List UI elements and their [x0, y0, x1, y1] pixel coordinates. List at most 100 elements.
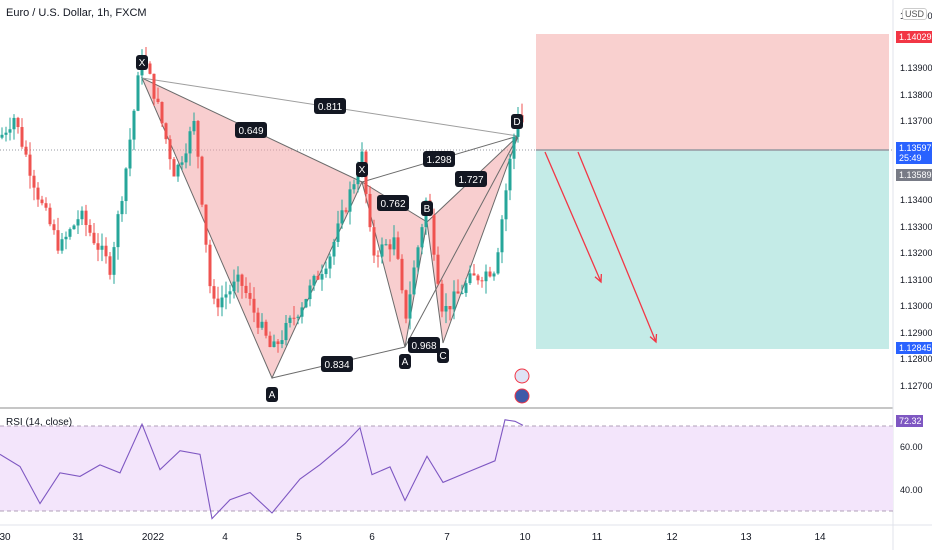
price-tick-label: 1.13800	[900, 90, 932, 100]
time-tick-label: 11	[592, 532, 603, 543]
candle-body	[504, 190, 508, 220]
candle-body	[440, 283, 444, 312]
time-tick-label: 30	[0, 532, 11, 543]
chart-title: Euro / U.S. Dollar, 1h, FXCM	[6, 7, 147, 19]
forecast-arrow-2	[577, 151, 657, 343]
candle-body	[476, 275, 480, 281]
candle-body	[248, 293, 252, 299]
candle-body	[472, 273, 476, 276]
candle-body	[220, 297, 224, 308]
price-tag	[896, 342, 932, 354]
take-profit-zone	[536, 150, 889, 349]
ratio-label: 0.811	[318, 102, 343, 113]
pattern-point-tag	[356, 162, 368, 177]
candle-body	[164, 123, 168, 140]
ratio-tag	[235, 122, 267, 138]
price-tick-label: 1.13900	[900, 63, 932, 73]
candle-body	[448, 306, 452, 310]
candle-body	[116, 214, 120, 248]
candle-body	[416, 247, 420, 268]
candle-body	[512, 136, 516, 159]
candle-body	[24, 146, 28, 155]
price-tick-label: 1.13000	[900, 301, 932, 311]
pattern-point-label: C	[439, 351, 446, 362]
price-tag-label: 1.12845	[899, 343, 932, 353]
candle-body	[112, 247, 116, 275]
price-tick-label: 1.13200	[900, 248, 932, 258]
candle-body	[168, 139, 172, 160]
candle-body	[396, 237, 400, 259]
price-tick-label: 1.13100	[900, 275, 932, 285]
price-tag-label: 1.13597	[899, 143, 932, 153]
ratio-tag	[455, 171, 487, 187]
candle-body	[80, 210, 84, 220]
pattern-point-tag	[399, 354, 411, 369]
candle-body	[216, 298, 220, 308]
rsi-value-label: 72.32	[899, 416, 922, 426]
candle-body	[252, 298, 256, 313]
pattern-point-label: A	[269, 390, 276, 401]
ratio-label: 0.834	[324, 360, 349, 371]
candle-body	[324, 268, 328, 275]
candle-body	[328, 256, 332, 269]
candle-body	[52, 224, 56, 231]
price-tick-label: 1.13300	[900, 222, 932, 232]
candle-body	[332, 241, 336, 257]
candle-body	[200, 156, 204, 205]
candle-body	[420, 227, 424, 248]
currency-label[interactable]: USD	[902, 8, 928, 20]
candle-body	[264, 321, 268, 336]
candle-body	[392, 237, 396, 250]
candle-body	[128, 139, 132, 169]
candle-body	[296, 316, 300, 318]
rsi-band	[0, 426, 893, 511]
ratio-label: 1.298	[426, 155, 451, 166]
price-tick-label: 1.12700	[900, 381, 932, 391]
candle-body	[244, 285, 248, 294]
candle-body	[8, 129, 12, 133]
candle-body	[64, 236, 68, 240]
candle-body	[148, 63, 152, 74]
event-flag-icon	[514, 368, 530, 384]
candle-body	[56, 230, 60, 251]
candle-body	[96, 243, 100, 250]
candle-body	[320, 274, 324, 280]
candle-body	[380, 244, 384, 257]
candle-body	[180, 162, 184, 165]
candle-body	[36, 187, 40, 200]
pattern-point-tag	[136, 55, 148, 70]
time-tick-label: 12	[666, 532, 678, 543]
time-tick-label: 10	[519, 532, 531, 543]
candle-body	[276, 341, 280, 345]
candle-body	[272, 341, 276, 348]
candle-body	[212, 286, 216, 299]
candle-body	[100, 245, 104, 250]
time-tick-label: 2022	[142, 532, 165, 543]
stop-loss-zone	[536, 34, 889, 150]
candle-body	[432, 215, 436, 255]
candle-body	[224, 294, 228, 298]
candle-body	[188, 131, 192, 154]
pattern-point-label: D	[513, 117, 520, 128]
candle-body	[488, 271, 492, 277]
candle-body	[464, 283, 468, 293]
candle-body	[4, 132, 8, 135]
candle-body	[44, 203, 48, 208]
pattern-line-ad	[404, 135, 519, 348]
pattern-point-label: A	[402, 357, 409, 368]
candle-body	[300, 307, 304, 317]
pattern-triangle-3	[426, 135, 519, 344]
candle-body	[492, 273, 496, 277]
candle-body	[28, 154, 32, 176]
candle-body	[120, 201, 124, 215]
candle-body	[256, 312, 260, 328]
candle-body	[400, 258, 404, 291]
candle-body	[152, 73, 156, 99]
candle-body	[304, 299, 308, 308]
candle-body	[460, 292, 464, 294]
price-tick-label: 1.13700	[900, 116, 932, 126]
candle-body	[452, 291, 456, 310]
candle-body	[480, 280, 484, 282]
